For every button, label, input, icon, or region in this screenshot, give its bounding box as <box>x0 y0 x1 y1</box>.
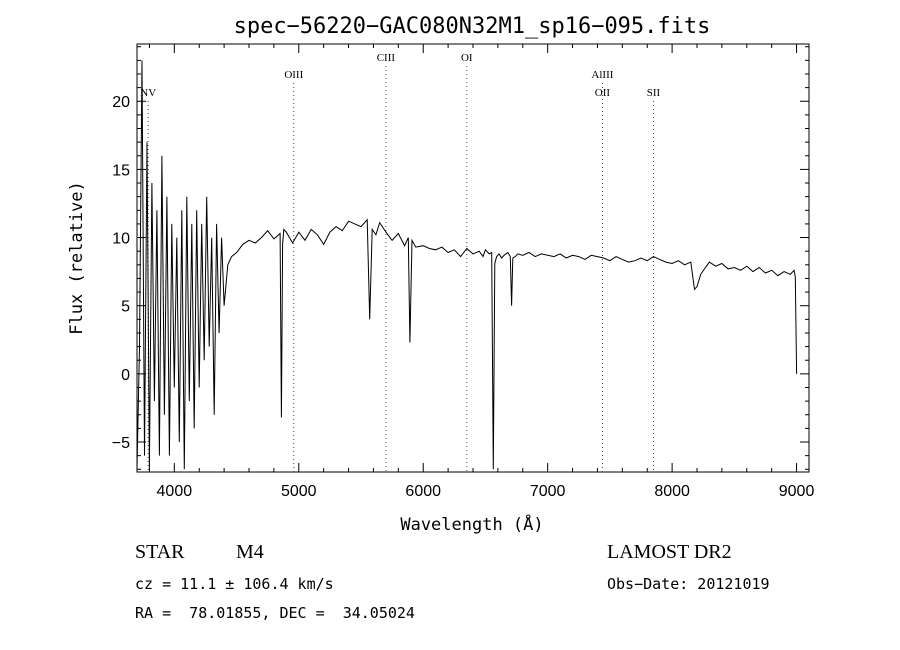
y-axis-label: Flux (relative) <box>67 181 87 335</box>
y-tick-label: 15 <box>112 162 130 179</box>
emission-line-label: OII <box>595 87 611 99</box>
emission-line-label: NV <box>140 87 156 99</box>
y-tick-label: −5 <box>112 435 130 452</box>
emission-line-label: OIII <box>284 69 303 81</box>
object-class: STAR <box>135 541 185 563</box>
chart-title: spec−56220−GAC080N32M1_sp16−095.fits <box>234 14 711 39</box>
redshift-velocity: cz = 11.1 ± 106.4 km/s <box>135 575 334 593</box>
plot-frame <box>136 43 810 473</box>
survey-name: LAMOST DR2 <box>607 541 732 563</box>
x-tick-label: 5000 <box>281 483 317 500</box>
y-axis: −5 0 5 10 15 20 <box>112 46 809 470</box>
spectrum-series <box>136 60 798 470</box>
emission-line-label: OI <box>461 52 473 64</box>
emission-line-label: AlIII <box>591 69 613 81</box>
spectrum-line <box>136 60 798 470</box>
y-tick-label: 10 <box>112 231 130 248</box>
sky-coordinates: RA = 78.01855, DEC = 34.05024 <box>135 604 415 622</box>
x-tick-label: 4000 <box>157 483 193 500</box>
x-tick-label: 9000 <box>779 483 815 500</box>
x-axis-label: Wavelength (Å) <box>400 513 543 535</box>
y-tick-label: 5 <box>121 299 130 316</box>
y-tick-label: 20 <box>112 94 130 111</box>
emission-line-markers: NV OIII CIII OI AlIII OII SII <box>140 52 660 472</box>
object-subclass: M4 <box>236 541 264 563</box>
observation-date: Obs−Date: 20121019 <box>607 575 770 593</box>
emission-line-label: CIII <box>377 52 396 64</box>
x-tick-label: 6000 <box>405 483 441 500</box>
x-tick-label: 7000 <box>530 483 566 500</box>
x-axis: 4000 5000 6000 7000 8000 9000 <box>148 44 815 500</box>
emission-line-label: SII <box>647 87 661 99</box>
x-tick-label: 8000 <box>654 483 690 500</box>
y-tick-label: 0 <box>121 367 130 384</box>
